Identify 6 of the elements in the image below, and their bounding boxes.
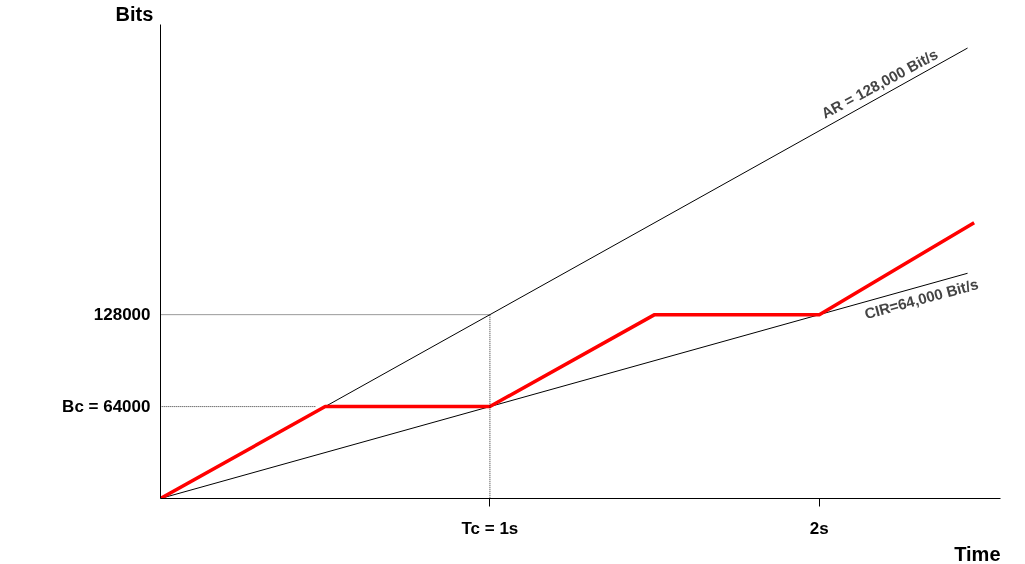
y-tick-label: Bc = 64000	[62, 397, 151, 417]
y-tick-label: 128000	[93, 305, 151, 325]
x-tick-label: 2s	[809, 518, 829, 538]
y-axis-title: Bits	[115, 2, 154, 25]
x-tick-label: Tc = 1s	[461, 518, 519, 538]
x-axis-title: Time	[954, 542, 1001, 564]
